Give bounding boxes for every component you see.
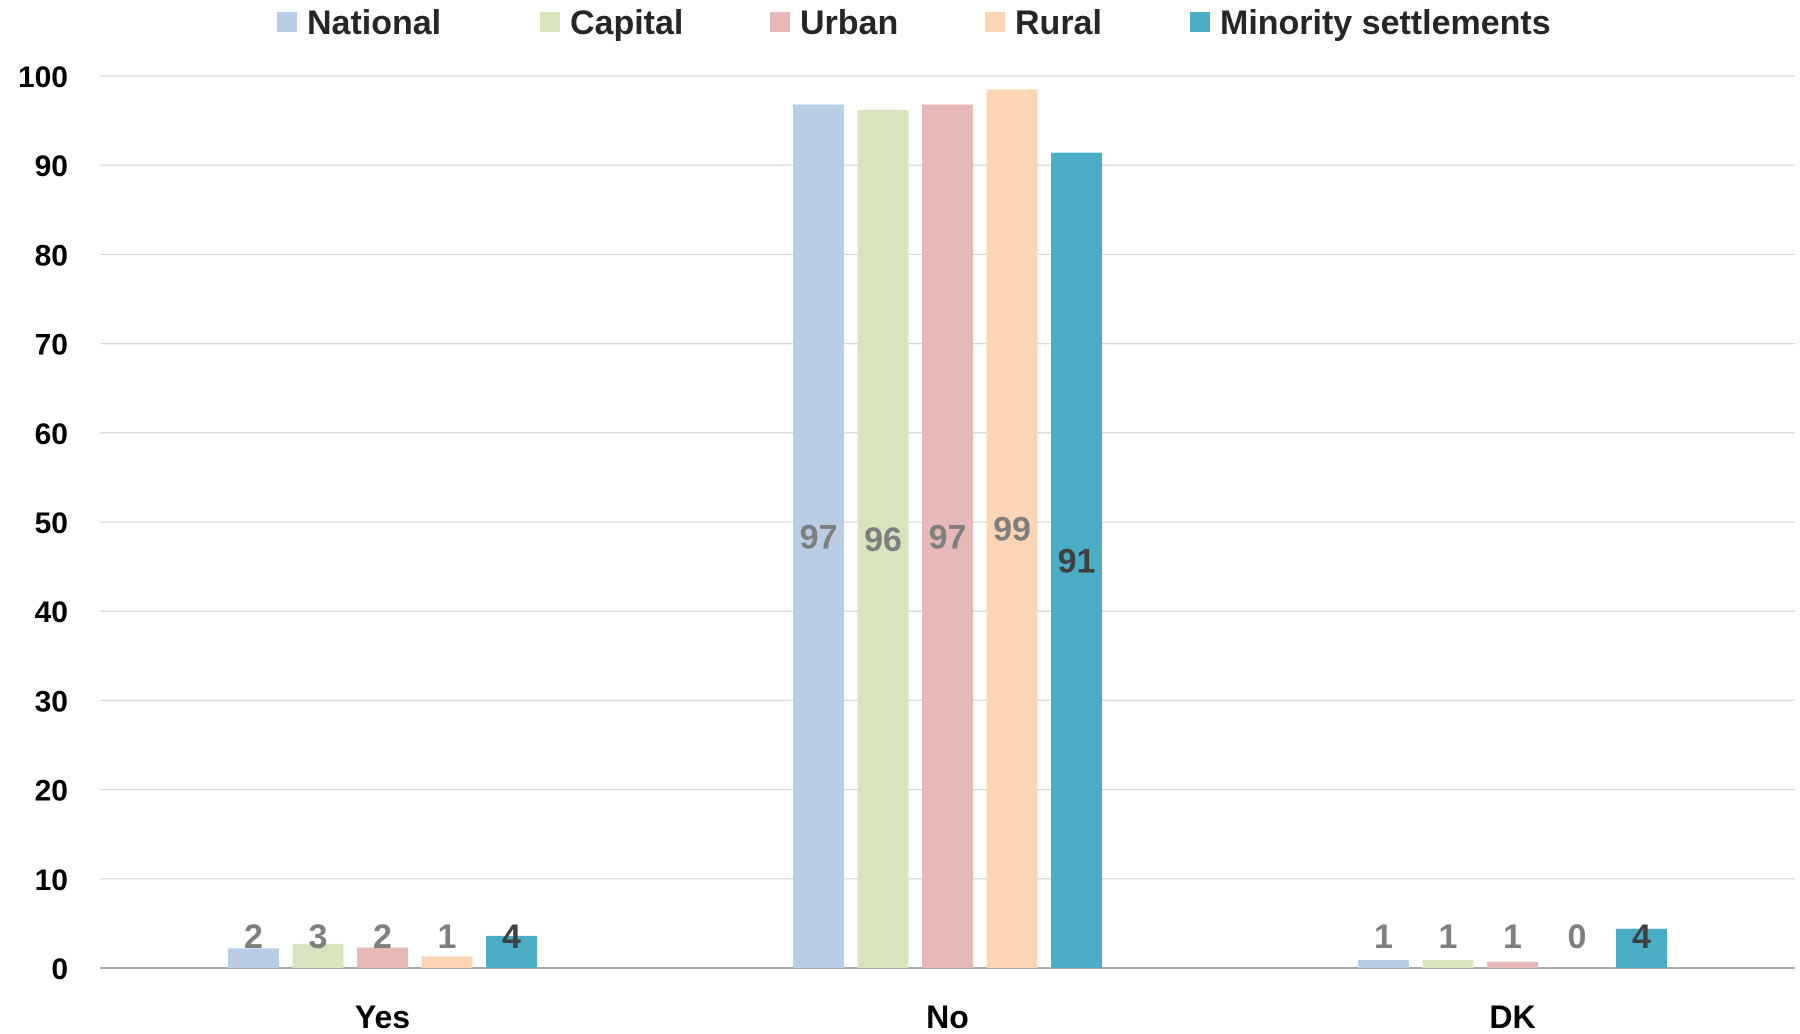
- y-tick-label: 90: [35, 150, 68, 183]
- x-tick-label: DK: [1489, 999, 1535, 1029]
- bar: [228, 948, 279, 968]
- bar: [793, 104, 844, 968]
- bar: [922, 104, 973, 968]
- y-tick-label: 0: [51, 953, 68, 986]
- y-tick-label: 10: [35, 864, 68, 897]
- legend-label: Capital: [570, 4, 683, 42]
- legend-item: Urban: [770, 4, 898, 42]
- legend-item: Minority settlements: [1190, 4, 1551, 42]
- legend-label: Minority settlements: [1220, 4, 1551, 42]
- data-label: 1: [1439, 918, 1458, 956]
- y-tick-label: 40: [35, 596, 68, 629]
- data-label: 4: [502, 918, 521, 956]
- data-label: 0: [1568, 918, 1587, 956]
- y-tick-label: 30: [35, 685, 68, 718]
- data-label: 2: [373, 918, 392, 956]
- bar: [1422, 959, 1474, 968]
- bar: [292, 943, 344, 968]
- legend-label: Rural: [1015, 4, 1102, 42]
- legend-swatch: [540, 12, 560, 32]
- x-tick-label: Yes: [355, 999, 410, 1029]
- data-label: 2: [244, 918, 263, 956]
- bar: [486, 935, 537, 968]
- legend-swatch: [1190, 12, 1210, 32]
- data-label: 91: [1058, 542, 1096, 580]
- bars: [228, 89, 1667, 968]
- bar: [986, 89, 1038, 968]
- data-label: 99: [993, 511, 1031, 549]
- bar: [857, 109, 909, 968]
- y-tick-label: 80: [35, 239, 68, 272]
- data-label: 3: [309, 918, 328, 956]
- bar: [1616, 928, 1667, 968]
- legend-swatch: [277, 12, 297, 32]
- legend-swatch: [770, 12, 790, 32]
- y-axis: 0 10 20 30 40 50 60 70 80 90 100: [18, 61, 68, 986]
- bar: [421, 956, 473, 968]
- legend-swatch: [985, 12, 1005, 32]
- data-label: 1: [1374, 918, 1393, 956]
- x-tick-label: No: [926, 999, 969, 1029]
- legend-item: Rural: [985, 4, 1102, 42]
- data-label: 1: [1503, 918, 1522, 956]
- bar: [1051, 152, 1102, 968]
- legend-label: Urban: [800, 4, 898, 42]
- y-tick-label: 70: [35, 329, 68, 362]
- bar: [357, 947, 408, 968]
- y-tick-label: 60: [35, 418, 68, 451]
- legend: National Capital Urban Rural Minority settle…: [277, 4, 1551, 42]
- y-tick-label: 100: [18, 61, 68, 94]
- data-label: 97: [800, 518, 838, 556]
- data-label: 97: [929, 518, 967, 556]
- legend-item: Capital: [540, 4, 683, 42]
- bar: [1358, 959, 1409, 968]
- x-axis: Yes No DK: [355, 999, 1536, 1034]
- data-label: 4: [1632, 918, 1651, 956]
- data-label: 1: [438, 918, 457, 956]
- legend-item: National: [277, 4, 441, 42]
- y-tick-label: 20: [35, 775, 68, 808]
- data-label: 96: [864, 521, 902, 559]
- bar: [1487, 961, 1538, 968]
- y-tick-label: 50: [35, 507, 68, 540]
- data-labels: 2 3 2 1 4 97 96 97 99 91 1 1 1 0 4: [244, 511, 1651, 956]
- legend-label: National: [307, 4, 441, 42]
